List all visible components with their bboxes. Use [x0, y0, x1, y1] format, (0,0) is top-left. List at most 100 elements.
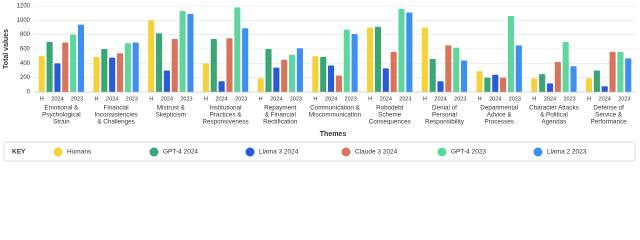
x-sub-label: 2024	[489, 96, 501, 102]
bar	[476, 71, 483, 92]
x-tick-label: Agendas	[541, 119, 566, 126]
x-tick-label: Robodebt	[376, 105, 404, 112]
bar	[406, 12, 413, 93]
legend-label: GPT-4 2023	[451, 149, 486, 156]
x-tick-label: Strain	[53, 119, 70, 126]
legend-icon	[149, 147, 159, 157]
x-tick-label: Character Attacks	[529, 105, 579, 112]
bar	[155, 33, 163, 92]
x-tick-label: Financial	[103, 105, 128, 112]
x-tick-label: Performance	[591, 119, 628, 126]
bar	[617, 51, 624, 92]
x-tick-label: Institutional	[210, 105, 242, 112]
x-sub-label: H	[478, 96, 482, 102]
legend-icon	[533, 147, 543, 157]
bar	[585, 78, 593, 92]
x-sub-label: H	[368, 96, 372, 102]
x-tick-label: Departmental	[480, 105, 518, 112]
x-tick-label: Defense of	[593, 105, 624, 112]
bar	[218, 81, 225, 92]
bar	[515, 45, 522, 92]
bar	[461, 60, 468, 92]
bar	[507, 16, 515, 92]
bar	[124, 43, 131, 92]
x-tick-label: Miscommunication	[309, 112, 362, 119]
bar	[445, 45, 452, 92]
x-sub-label: H	[587, 96, 591, 102]
x-sub-label: 2023	[509, 96, 521, 102]
x-sub-label: 2024	[106, 96, 118, 102]
bar	[382, 68, 389, 92]
x-sub-label: H	[532, 96, 536, 102]
x-sub-label: H	[94, 96, 98, 102]
x-tick-label: & Challenges	[97, 119, 134, 126]
x-sub-label: 2024	[51, 96, 63, 102]
bar	[328, 65, 335, 92]
bar	[296, 48, 303, 92]
legend-icon	[245, 147, 255, 157]
bar	[265, 49, 272, 92]
bar	[77, 24, 85, 93]
x-sub-label: 2024	[215, 96, 227, 102]
x-tick-label: & Political	[540, 112, 568, 119]
bar	[70, 34, 77, 92]
x-sub-label: 2023	[126, 96, 138, 102]
bar	[171, 38, 178, 92]
x-tick-label: Advice &	[487, 112, 513, 119]
bar	[484, 77, 491, 92]
x-tick-label: Rectification	[263, 119, 298, 126]
x-sub-label: 2023	[290, 96, 302, 102]
bar	[116, 53, 124, 92]
x-sub-label: H	[313, 96, 317, 102]
y-tick-label: 400	[20, 61, 31, 67]
bar	[398, 8, 405, 92]
bar	[601, 86, 608, 92]
x-sub-label: 2023	[235, 96, 247, 102]
bar	[226, 38, 233, 92]
bar	[453, 47, 460, 92]
bar	[179, 11, 186, 93]
bar	[367, 27, 374, 92]
y-tick-label: 1200	[17, 4, 31, 10]
x-tick-label: Scheme	[378, 112, 402, 119]
bar	[101, 49, 108, 92]
bar	[132, 42, 139, 92]
bar	[625, 58, 632, 92]
bar	[210, 38, 217, 92]
x-sub-label: 2023	[399, 96, 411, 102]
x-sub-label: 2024	[434, 96, 446, 102]
bar	[335, 75, 342, 92]
x-sub-label: 2024	[325, 96, 337, 102]
legend-label: Humans	[67, 149, 92, 156]
x-tick-label: Inconsistencies	[95, 112, 138, 119]
y-axis-title: Total values	[3, 29, 10, 69]
x-sub-label: 2023	[345, 96, 357, 102]
bar	[390, 51, 397, 92]
bar	[38, 56, 45, 92]
bar	[343, 29, 350, 92]
bar	[492, 74, 499, 92]
x-tick-label: Practices &	[210, 112, 243, 119]
bar	[242, 28, 249, 92]
bar	[531, 78, 538, 92]
bar	[351, 33, 358, 92]
legend-icon	[53, 147, 63, 157]
legend-icon	[341, 147, 351, 157]
legend-icon	[437, 147, 447, 157]
y-tick-label: 0	[27, 90, 31, 96]
bar	[109, 57, 116, 92]
legend-label: GPT-4 2024	[163, 149, 198, 156]
bar	[281, 59, 288, 92]
bar	[288, 54, 296, 92]
x-tick-label: Service &	[595, 112, 623, 119]
x-sub-label: 2024	[270, 96, 282, 102]
bar	[148, 20, 155, 92]
x-tick-label: Emotional &	[44, 105, 79, 112]
y-tick-label: 600	[20, 47, 31, 53]
bar	[546, 83, 554, 92]
legend-label: Llama 2 2023	[547, 149, 587, 156]
bar	[609, 51, 616, 92]
bar	[374, 26, 382, 92]
x-sub-label: 2024	[380, 96, 392, 102]
bar	[570, 66, 577, 92]
